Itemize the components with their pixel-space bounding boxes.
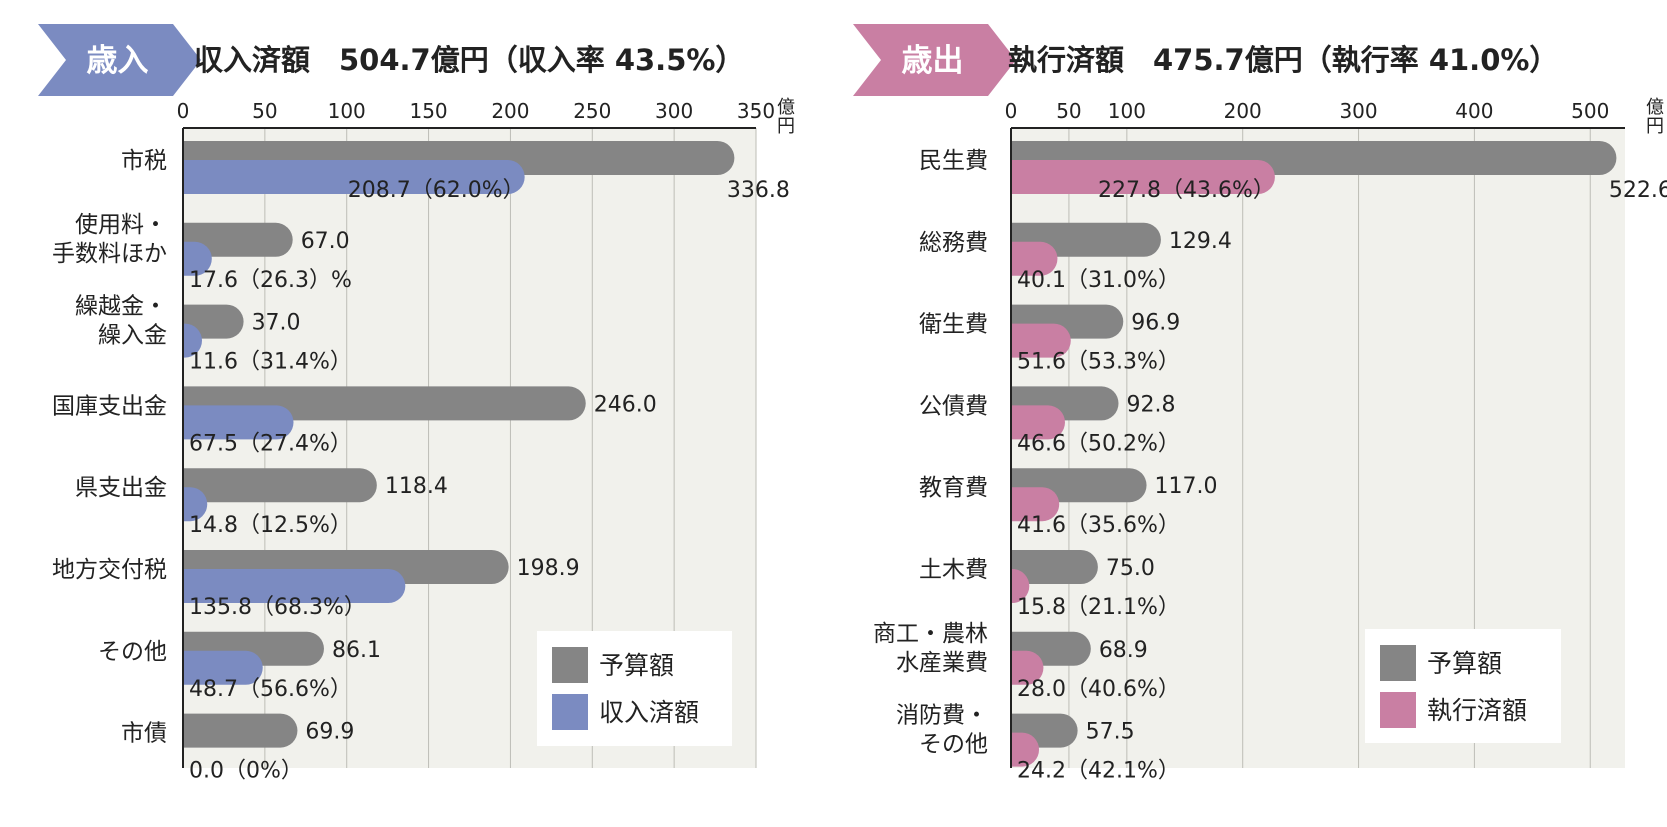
unit-label: 円 — [1646, 116, 1664, 137]
actual-value-label: 48.7（56.6%） — [189, 677, 352, 702]
tick-label: 50 — [1056, 99, 1081, 123]
bar-mask — [161, 129, 182, 769]
badge-label: 歳出 — [902, 43, 964, 79]
category-label: 地方交付税 — [52, 557, 167, 583]
budget-value-label: 522.6 — [1609, 178, 1667, 203]
category-label: その他 — [919, 732, 988, 758]
category-label: 衛生費 — [919, 312, 988, 338]
budget-bar — [163, 713, 298, 748]
actual-value-label: 11.6（31.4%） — [189, 350, 352, 375]
budget-value-label: 246.0 — [594, 392, 657, 417]
legend-label-actual: 収入済額 — [599, 698, 699, 727]
revenue-chart: 歳入 収入済額 504.7億円（収入率 43.5%）0 50 100 150 200 250… — [38, 24, 795, 784]
tick-label: 100 — [328, 99, 366, 123]
budget-value-label: 57.5 — [1086, 720, 1135, 745]
chart-title: 執行済額 475.7億円（執行率 41.0%） — [1008, 43, 1558, 77]
legend-label-budget: 予算額 — [1427, 649, 1502, 678]
tick-label: 50 — [252, 99, 277, 123]
actual-value-label: 28.0（40.6%） — [1017, 677, 1180, 702]
bar-mask — [989, 129, 1010, 769]
actual-bar — [991, 160, 1275, 194]
tick-label: 200 — [1224, 99, 1262, 123]
tick-label: 350 — [737, 99, 775, 123]
category-label: 商工・農林 — [873, 621, 988, 647]
tick-label: 500 — [1571, 99, 1609, 123]
tick-label: 250 — [573, 99, 611, 123]
tick-label: 100 — [1108, 99, 1146, 123]
badge-label: 歳入 — [87, 43, 149, 79]
actual-value-label: 227.8（43.6%） — [1098, 178, 1275, 203]
tick-label: 0 — [1005, 99, 1018, 123]
tick-label: 200 — [491, 99, 529, 123]
budget-value-label: 69.9 — [305, 720, 354, 745]
budget-value-label: 117.0 — [1155, 474, 1218, 499]
budget-value-label: 118.4 — [385, 474, 448, 499]
budget-value-label: 86.1 — [332, 638, 381, 663]
category-label: 消防費・ — [896, 703, 988, 729]
actual-value-label: 17.6（26.3）% — [189, 268, 352, 293]
legend-label-budget: 予算額 — [599, 651, 674, 680]
budget-value-label: 96.9 — [1131, 311, 1180, 336]
category-label: 国庫支出金 — [52, 393, 167, 419]
actual-value-label: 40.1（31.0%） — [1017, 268, 1180, 293]
actual-value-label: 135.8（68.3%） — [189, 595, 366, 620]
category-label: 民生費 — [919, 148, 988, 174]
legend-swatch-budget — [552, 647, 588, 683]
category-label: その他 — [98, 639, 167, 665]
tick-label: 300 — [655, 99, 693, 123]
actual-value-label: 15.8（21.1%） — [1017, 595, 1180, 620]
budget-value-label: 336.8 — [727, 178, 790, 203]
legend-swatch-actual — [552, 694, 588, 730]
actual-value-label: 24.2（42.1%） — [1017, 759, 1180, 784]
legend-swatch-budget — [1380, 645, 1416, 681]
category-label: 土木費 — [919, 557, 988, 583]
tick-label: 400 — [1455, 99, 1493, 123]
budget-value-label: 67.0 — [301, 229, 350, 254]
actual-bar — [163, 405, 294, 440]
category-label: 公債費 — [919, 393, 988, 419]
actual-value-label: 208.7（62.0%） — [348, 178, 525, 203]
actual-bar — [163, 160, 525, 194]
budget-value-label: 129.4 — [1169, 229, 1232, 254]
tick-label: 300 — [1339, 99, 1377, 123]
category-label: 市税 — [121, 148, 167, 174]
category-label: 使用料・ — [75, 212, 167, 238]
budget-value-label: 198.9 — [517, 556, 580, 581]
category-label: 繰越金・ — [75, 294, 167, 320]
unit-label: 円 — [777, 116, 795, 137]
category-label: 水産業費 — [896, 650, 988, 676]
budget-value-label: 37.0 — [252, 311, 301, 336]
tick-label: 0 — [177, 99, 190, 123]
category-label: 手数料ほか — [52, 241, 167, 267]
actual-value-label: 0.0（0%） — [189, 759, 303, 784]
chart-title: 収入済額 504.7億円（収入率 43.5%） — [194, 43, 744, 77]
actual-value-label: 41.6（35.6%） — [1017, 513, 1180, 538]
category-label: 市債 — [121, 721, 167, 747]
category-label: 教育費 — [919, 475, 988, 501]
category-label: 県支出金 — [75, 475, 167, 501]
actual-value-label: 46.6（50.2%） — [1017, 431, 1180, 456]
budget-value-label: 75.0 — [1106, 556, 1155, 581]
expenditure-chart: 歳出 執行済額 475.7億円（執行率 41.0%） 0 50 100 200 300 400… — [853, 24, 1667, 784]
tick-label: 150 — [409, 99, 447, 123]
actual-bar — [163, 650, 263, 685]
badge-shape — [853, 24, 1016, 96]
unit-label: 億 — [1646, 97, 1664, 118]
budget-value-label: 92.8 — [1127, 392, 1176, 417]
category-label: 総務費 — [919, 230, 988, 256]
legend-swatch-actual — [1380, 692, 1416, 728]
actual-bar — [163, 569, 406, 603]
badge-shape — [38, 24, 201, 96]
legend-label-actual: 執行済額 — [1427, 696, 1527, 725]
actual-value-label: 67.5（27.4%） — [189, 431, 352, 456]
category-label: 繰入金 — [98, 323, 167, 349]
unit-label: 億 — [777, 97, 795, 118]
actual-value-label: 51.6（53.3%） — [1017, 350, 1180, 375]
actual-value-label: 14.8（12.5%） — [189, 513, 352, 538]
budget-bar — [163, 468, 377, 503]
budget-value-label: 68.9 — [1099, 638, 1148, 663]
